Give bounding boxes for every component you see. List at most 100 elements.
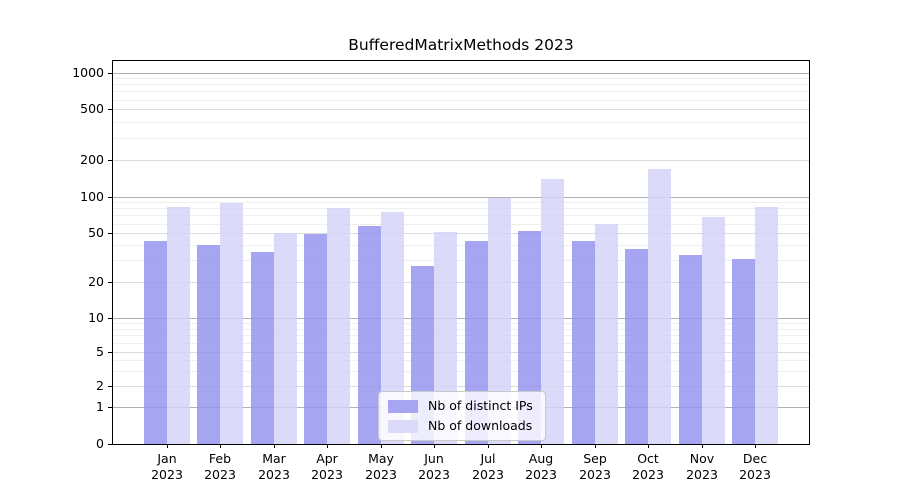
x-tick-label: Sep 2023 xyxy=(579,451,611,482)
bar-downloads-jul xyxy=(488,198,511,444)
x-tick-label: Jul 2023 xyxy=(472,451,504,482)
bar-distinct-ips-mar xyxy=(251,252,274,444)
x-tick-label: Feb 2023 xyxy=(204,451,236,482)
x-tick-label: Oct 2023 xyxy=(632,451,664,482)
gridline xyxy=(113,138,809,139)
y-tick-label: 2 xyxy=(96,378,104,393)
y-tick-mark xyxy=(108,444,112,445)
gridline xyxy=(113,335,809,336)
bar-distinct-ips-dec xyxy=(732,259,755,444)
gridline xyxy=(113,352,809,353)
legend-label: Nb of distinct IPs xyxy=(428,398,533,413)
y-tick-mark xyxy=(108,386,112,387)
x-tick-label: Jun 2023 xyxy=(418,451,450,482)
x-tick-mark xyxy=(220,444,221,448)
bar-distinct-ips-apr xyxy=(304,234,327,444)
x-tick-mark xyxy=(167,444,168,448)
y-tick-label: 1000 xyxy=(72,65,104,80)
gridline xyxy=(113,282,809,283)
chart-title: BufferedMatrixMethods 2023 xyxy=(348,36,574,54)
x-tick-label: Mar 2023 xyxy=(258,451,290,482)
gridline xyxy=(113,160,809,161)
y-tick-mark xyxy=(108,73,112,74)
gridline xyxy=(113,78,809,79)
gridline xyxy=(113,100,809,101)
x-tick-mark xyxy=(327,444,328,448)
bar-downloads-oct xyxy=(648,169,671,444)
bar-distinct-ips-may xyxy=(358,226,381,444)
legend-swatch xyxy=(388,399,418,413)
y-tick-mark xyxy=(108,197,112,198)
gridline xyxy=(113,323,809,324)
y-tick-mark xyxy=(108,407,112,408)
bar-downloads-sep xyxy=(595,224,618,444)
legend: Nb of distinct IPs Nb of downloads xyxy=(378,391,546,441)
x-tick-mark xyxy=(595,444,596,448)
x-tick-label: Nov 2023 xyxy=(686,451,718,482)
x-tick-mark xyxy=(488,444,489,448)
gridline xyxy=(113,260,809,261)
bar-distinct-ips-sep xyxy=(572,241,595,444)
legend-row: Nb of downloads xyxy=(388,419,533,433)
y-tick-label: 10 xyxy=(88,310,104,325)
gridline xyxy=(113,208,809,209)
y-tick-mark xyxy=(108,233,112,234)
y-tick-label: 100 xyxy=(80,189,104,204)
bar-distinct-ips-aug xyxy=(518,231,541,444)
y-tick-mark xyxy=(108,318,112,319)
legend-swatch xyxy=(388,419,418,433)
y-tick-label: 500 xyxy=(80,101,104,116)
gridline xyxy=(113,318,809,319)
x-tick-mark xyxy=(274,444,275,448)
bar-downloads-feb xyxy=(220,203,243,444)
y-tick-mark xyxy=(108,352,112,353)
gridline xyxy=(113,371,809,372)
gridline xyxy=(113,386,809,387)
x-tick-label: Apr 2023 xyxy=(311,451,343,482)
bar-distinct-ips-nov xyxy=(679,255,702,444)
y-tick-mark xyxy=(108,282,112,283)
y-tick-label: 50 xyxy=(88,225,104,240)
bar-downloads-apr xyxy=(327,208,350,444)
x-tick-label: May 2023 xyxy=(365,451,397,482)
gridline xyxy=(113,360,809,361)
gridline xyxy=(113,84,809,85)
x-tick-mark xyxy=(434,444,435,448)
bar-downloads-aug xyxy=(541,179,564,444)
gridline xyxy=(113,73,809,74)
x-tick-mark xyxy=(755,444,756,448)
plot-area: Nb of distinct IPs Nb of downloads xyxy=(112,60,810,445)
bar-downloads-may xyxy=(381,212,404,444)
y-tick-label: 5 xyxy=(96,344,104,359)
gridline xyxy=(113,329,809,330)
x-tick-mark xyxy=(648,444,649,448)
y-tick-mark xyxy=(108,109,112,110)
y-tick-label: 1 xyxy=(96,399,104,414)
x-tick-mark xyxy=(541,444,542,448)
y-tick-mark xyxy=(108,160,112,161)
gridline xyxy=(113,343,809,344)
y-tick-label: 0 xyxy=(96,436,104,451)
gridline xyxy=(113,224,809,225)
legend-label: Nb of downloads xyxy=(428,418,533,433)
gridline xyxy=(113,91,809,92)
gridline xyxy=(113,215,809,216)
bar-distinct-ips-oct xyxy=(625,249,648,444)
y-tick-label: 20 xyxy=(88,274,104,289)
x-tick-mark xyxy=(702,444,703,448)
x-tick-mark xyxy=(381,444,382,448)
x-tick-label: Jan 2023 xyxy=(151,451,183,482)
y-tick-label: 200 xyxy=(80,152,104,167)
gridline xyxy=(113,109,809,110)
gridline xyxy=(113,245,809,246)
gridline xyxy=(113,122,809,123)
gridline xyxy=(113,202,809,203)
bar-downloads-mar xyxy=(274,233,297,444)
x-tick-label: Dec 2023 xyxy=(739,451,771,482)
gridline xyxy=(113,197,809,198)
x-tick-label: Aug 2023 xyxy=(525,451,557,482)
bar-distinct-ips-feb xyxy=(197,245,220,444)
bar-downloads-nov xyxy=(702,217,725,444)
bar-downloads-jan xyxy=(167,207,190,444)
